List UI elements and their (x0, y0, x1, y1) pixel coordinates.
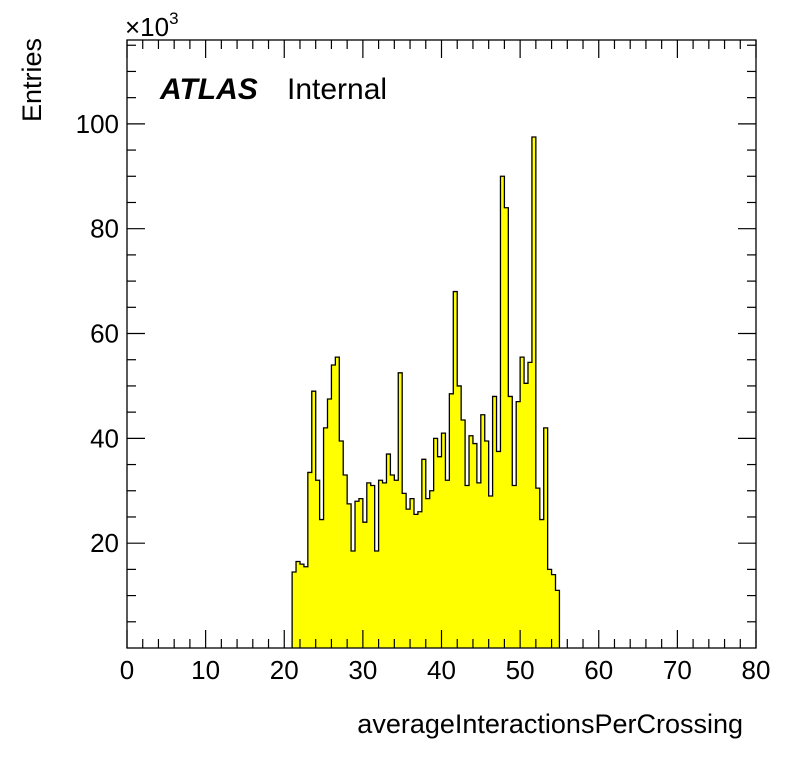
histogram-bar (476, 482, 482, 648)
histogram-bar (543, 427, 549, 648)
histogram-bar (535, 488, 541, 648)
histogram-bar (296, 561, 301, 648)
histogram-bar (398, 372, 403, 648)
histogram-bar (339, 440, 344, 648)
histogram-bar (472, 443, 478, 648)
y-tick-label: 60 (90, 319, 119, 349)
histogram-bar (406, 509, 411, 648)
histogram-bar (378, 480, 383, 648)
histogram-bar (465, 485, 470, 648)
histogram-bar (480, 414, 486, 648)
histogram-bar (551, 574, 556, 648)
histogram-bar (484, 440, 490, 648)
histogram-bar (539, 519, 545, 648)
y-tick-label: 40 (90, 423, 119, 453)
x-axis-ticks (126, 40, 757, 648)
x-tick-label: 10 (191, 655, 220, 685)
histogram-bar (469, 435, 474, 648)
histogram-bar (331, 364, 336, 648)
x-tick-label: 60 (584, 655, 613, 685)
y-tick-label: 20 (90, 528, 119, 558)
histogram-bar (394, 480, 399, 648)
histogram-outline (291, 136, 561, 648)
histogram-bar (335, 357, 340, 648)
histogram-bar (410, 498, 415, 648)
histogram-bar (512, 485, 517, 648)
histogram-bar (531, 136, 537, 648)
histogram-bar (351, 551, 356, 648)
internal-label: Internal (287, 73, 387, 106)
x-tick-label: 50 (506, 655, 535, 685)
x-tick-label: 70 (663, 655, 692, 685)
histogram-bar (527, 362, 533, 648)
x-tick-label: 40 (427, 655, 456, 685)
x-tick-label: 20 (270, 655, 299, 685)
histogram-bar (323, 427, 328, 648)
histogram-bar (366, 482, 372, 648)
histogram-bar (413, 514, 419, 648)
atlas-label: ATLAS (159, 73, 258, 106)
histogram-bar (508, 396, 513, 648)
histogram-bar (421, 459, 427, 648)
histogram-bar (449, 393, 454, 648)
histogram-bar (307, 472, 313, 648)
histogram-bar (370, 485, 376, 648)
histogram-bar (461, 420, 466, 648)
histogram-bar (555, 590, 560, 648)
histogram-bar (390, 475, 395, 648)
histogram-bar (343, 475, 348, 648)
histogram-bar (425, 498, 431, 648)
x-axis-tick-labels: 0 10 20 30 40 50 60 70 80 (120, 655, 771, 685)
histogram-bar (374, 551, 379, 648)
histogram-bar (547, 569, 552, 648)
x-tick-label: 80 (742, 655, 771, 685)
histogram-bar (382, 482, 387, 648)
histogram-bar (292, 572, 297, 648)
histogram-bar (315, 480, 321, 648)
histogram-bar (347, 503, 352, 648)
histogram-bar (492, 396, 497, 648)
histogram-bar (500, 176, 505, 648)
histogram-bar (362, 522, 368, 648)
histogram-bar (402, 493, 407, 648)
histogram-bar (386, 454, 391, 648)
histogram-bar (355, 501, 360, 648)
y-axis-ticks (127, 44, 756, 623)
histogram-bar (319, 519, 324, 648)
histogram-bar (417, 511, 423, 648)
histogram-bar (437, 456, 442, 648)
y-tick-label: 100 (76, 109, 119, 139)
x-tick-label: 0 (120, 655, 134, 685)
histogram-bar (445, 480, 450, 648)
histogram-bar (429, 490, 435, 648)
y-multiplier-exponent: 3 (169, 9, 178, 28)
histogram-bar (488, 496, 494, 648)
histogram-bar (457, 385, 462, 648)
histogram-bar (299, 564, 305, 648)
histogram-bar (327, 399, 332, 648)
histogram-bar (303, 566, 309, 648)
histogram-bar (524, 383, 529, 648)
histogram-bar (453, 291, 458, 648)
y-axis-title: Entries (17, 38, 47, 122)
x-axis-title: averageInteractionsPerCrossing (357, 709, 743, 739)
y-tick-label: 80 (90, 214, 119, 244)
histogram-bar (358, 498, 364, 648)
x-tick-label: 30 (348, 655, 377, 685)
histogram-bar (516, 401, 521, 648)
histogram-bar (311, 391, 317, 648)
histogram-bars (292, 136, 560, 649)
histogram-bar (433, 438, 438, 648)
histogram-bar (441, 433, 446, 648)
histogram-bar (504, 207, 509, 649)
histogram-bar (496, 451, 501, 648)
histogram-bar (520, 357, 525, 648)
y-axis-tick-labels: 20 40 60 80 100 (76, 109, 119, 558)
y-multiplier-label: ×103 (125, 9, 179, 42)
